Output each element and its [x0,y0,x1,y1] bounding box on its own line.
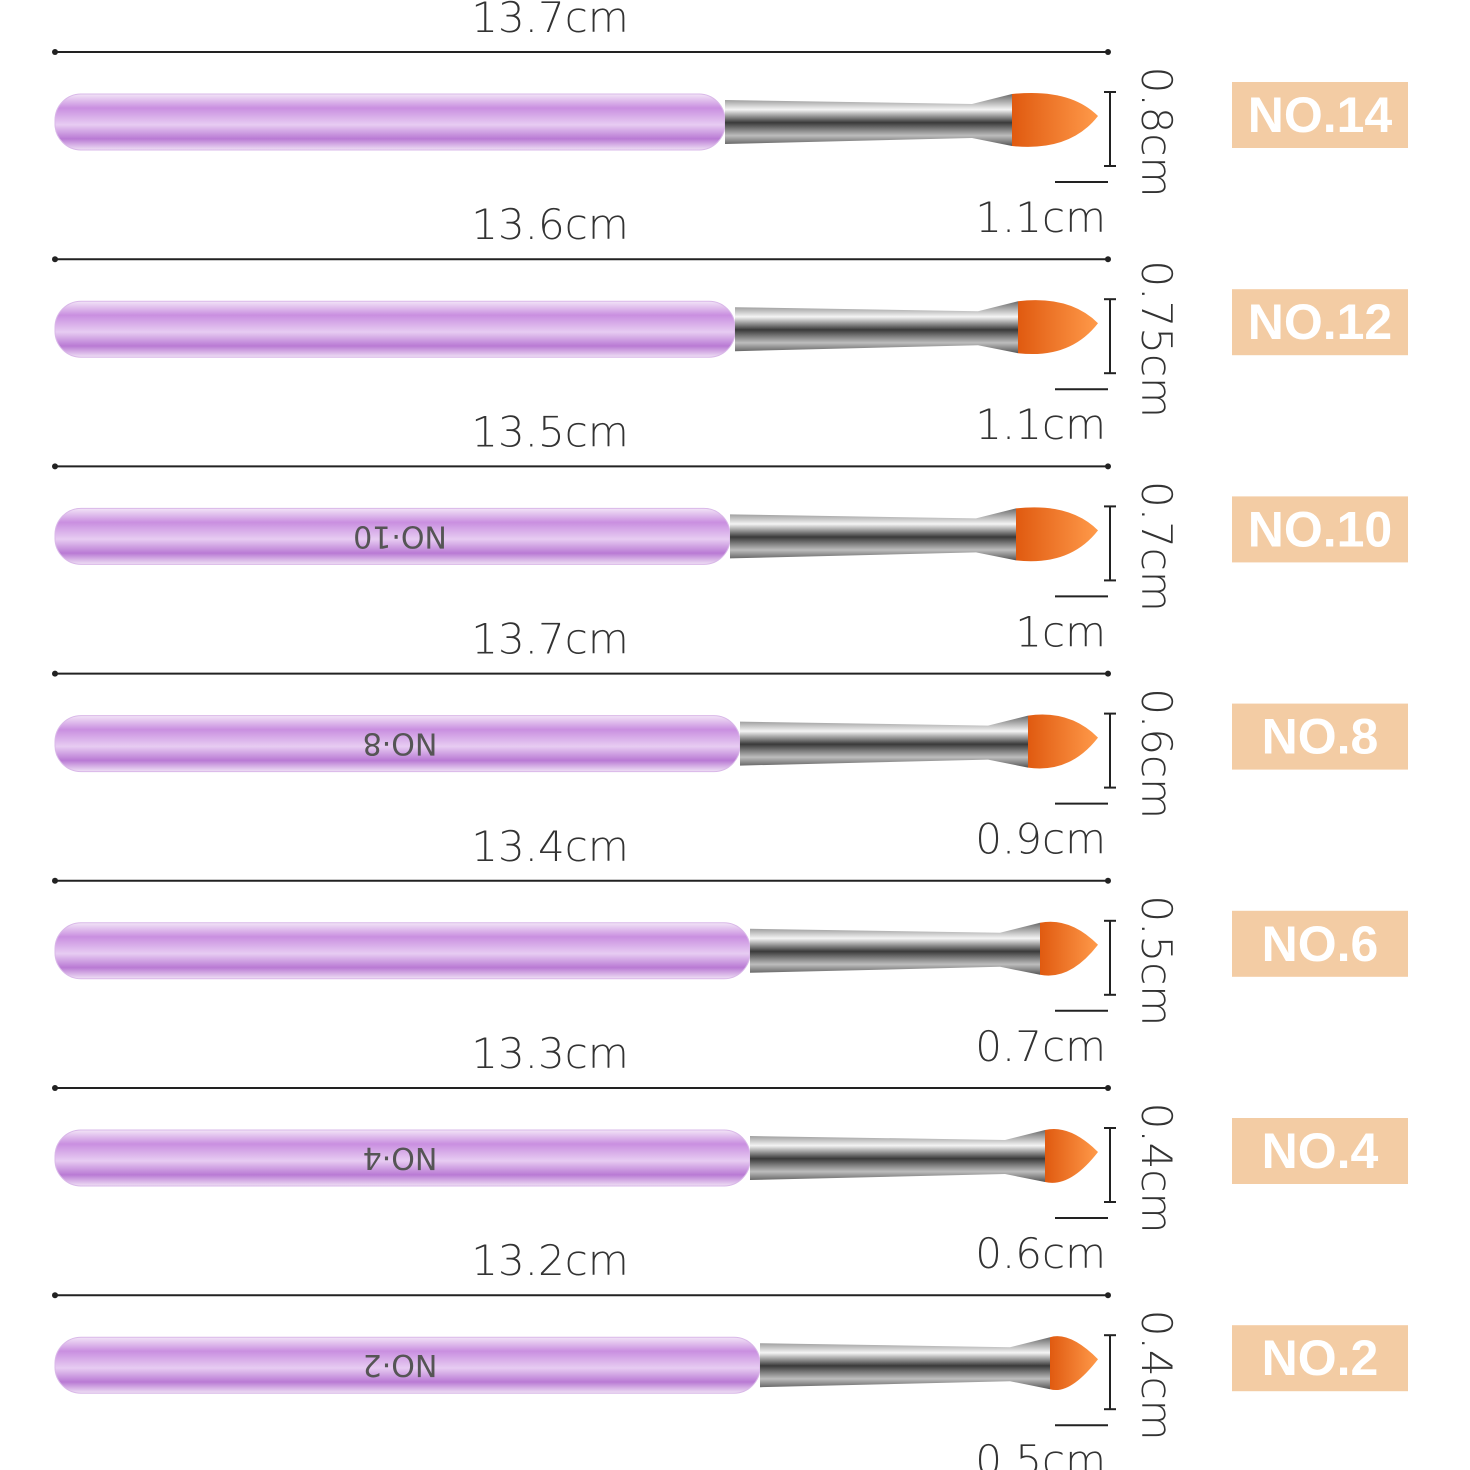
length-label: 13.7cm [471,615,629,664]
length-end [52,256,58,263]
handle-label: NO·2 [363,1347,438,1382]
bristles [1040,921,1098,976]
badge-label: NO.8 [1262,709,1379,765]
length-label: 13.5cm [471,407,629,456]
ferrule [760,1337,1050,1390]
handle [54,93,726,151]
length-end [1105,670,1111,677]
bristles [1012,92,1098,147]
length-label: 13.4cm [471,822,629,871]
length-end [52,463,58,470]
length-label: 13.3cm [471,1029,629,1078]
tip-width-label: 1cm [1015,607,1106,656]
handle-label: NO·8 [363,726,438,761]
badge [1232,910,1408,977]
tip-height-label: 0.4cm [1132,1310,1181,1441]
handle-label: NO·4 [363,1140,438,1175]
badge [1232,703,1408,770]
badge [1232,82,1408,148]
tip-width-label: 0.6cm [975,1229,1106,1278]
handle-label: NO·10 [353,518,447,553]
length-end [52,1085,58,1091]
brush-row: 13.7cm NO·8 0.6cm 0.9cm NO.8 [52,615,1408,864]
brush-row: 13.4cm 0.5cm 0.7cm NO.6 [52,822,1408,1071]
length-end [1105,256,1111,263]
length-end [1105,463,1111,470]
length-end [1105,877,1111,884]
tip-height-label: 0.8cm [1132,67,1181,198]
badge-label: NO.6 [1262,916,1379,972]
ferrule [730,508,1016,561]
length-end [1105,49,1111,55]
tip-width-label: 0.9cm [975,815,1106,864]
bristles [1016,507,1098,562]
ferrule [750,1130,1045,1182]
badge [1232,1118,1408,1184]
tip-height-label: 0.5cm [1132,895,1181,1026]
brush-row: 13.2cm NO·2 0.4cm 0.5cm NO.2 [52,1236,1408,1470]
ferrule [750,922,1040,975]
badge-label: NO.14 [1248,87,1393,143]
brush-row: 13.7cm 0.8cm 1.1cm NO.14 [52,0,1408,242]
tip-height-label: 0.4cm [1132,1103,1181,1234]
badge-label: NO.10 [1248,501,1393,557]
bristles [1045,1128,1098,1183]
badge-label: NO.2 [1262,1330,1379,1386]
handle [54,300,736,358]
length-end [1105,1292,1111,1299]
length-end [52,1292,58,1299]
tip-width-label: 0.5cm [975,1436,1106,1470]
length-end [1105,1085,1111,1091]
tip-width-label: 1.1cm [975,400,1106,449]
badge [1232,496,1408,563]
badge [1232,1325,1408,1392]
brush-row: 13.5cm NO·10 0.7cm 1cm NO.10 [52,407,1408,656]
tip-width-label: 1.1cm [975,193,1106,242]
tip-width-label: 0.7cm [975,1022,1106,1071]
length-end [52,49,58,55]
ferrule [740,715,1028,768]
handle [54,922,751,980]
length-end [52,877,58,884]
length-label: 13.2cm [471,1236,629,1285]
length-end [52,670,58,677]
ferrule [735,301,1018,354]
tip-height-label: 0.6cm [1132,688,1181,819]
bristles [1050,1336,1098,1391]
bristles [1018,300,1098,355]
ferrule [725,94,1012,146]
badge [1232,289,1408,356]
bristles [1028,714,1098,769]
length-label: 13.7cm [471,0,629,42]
length-label: 13.6cm [471,200,629,249]
tip-height-label: 0.75cm [1132,260,1181,418]
badge-label: NO.12 [1248,294,1393,350]
tip-height-label: 0.7cm [1132,481,1181,612]
badge-label: NO.4 [1262,1123,1379,1179]
brush-row: 13.3cm NO·4 0.4cm 0.6cm NO.4 [52,1029,1408,1278]
brush-row: 13.6cm 0.75cm 1.1cm NO.12 [52,200,1408,449]
